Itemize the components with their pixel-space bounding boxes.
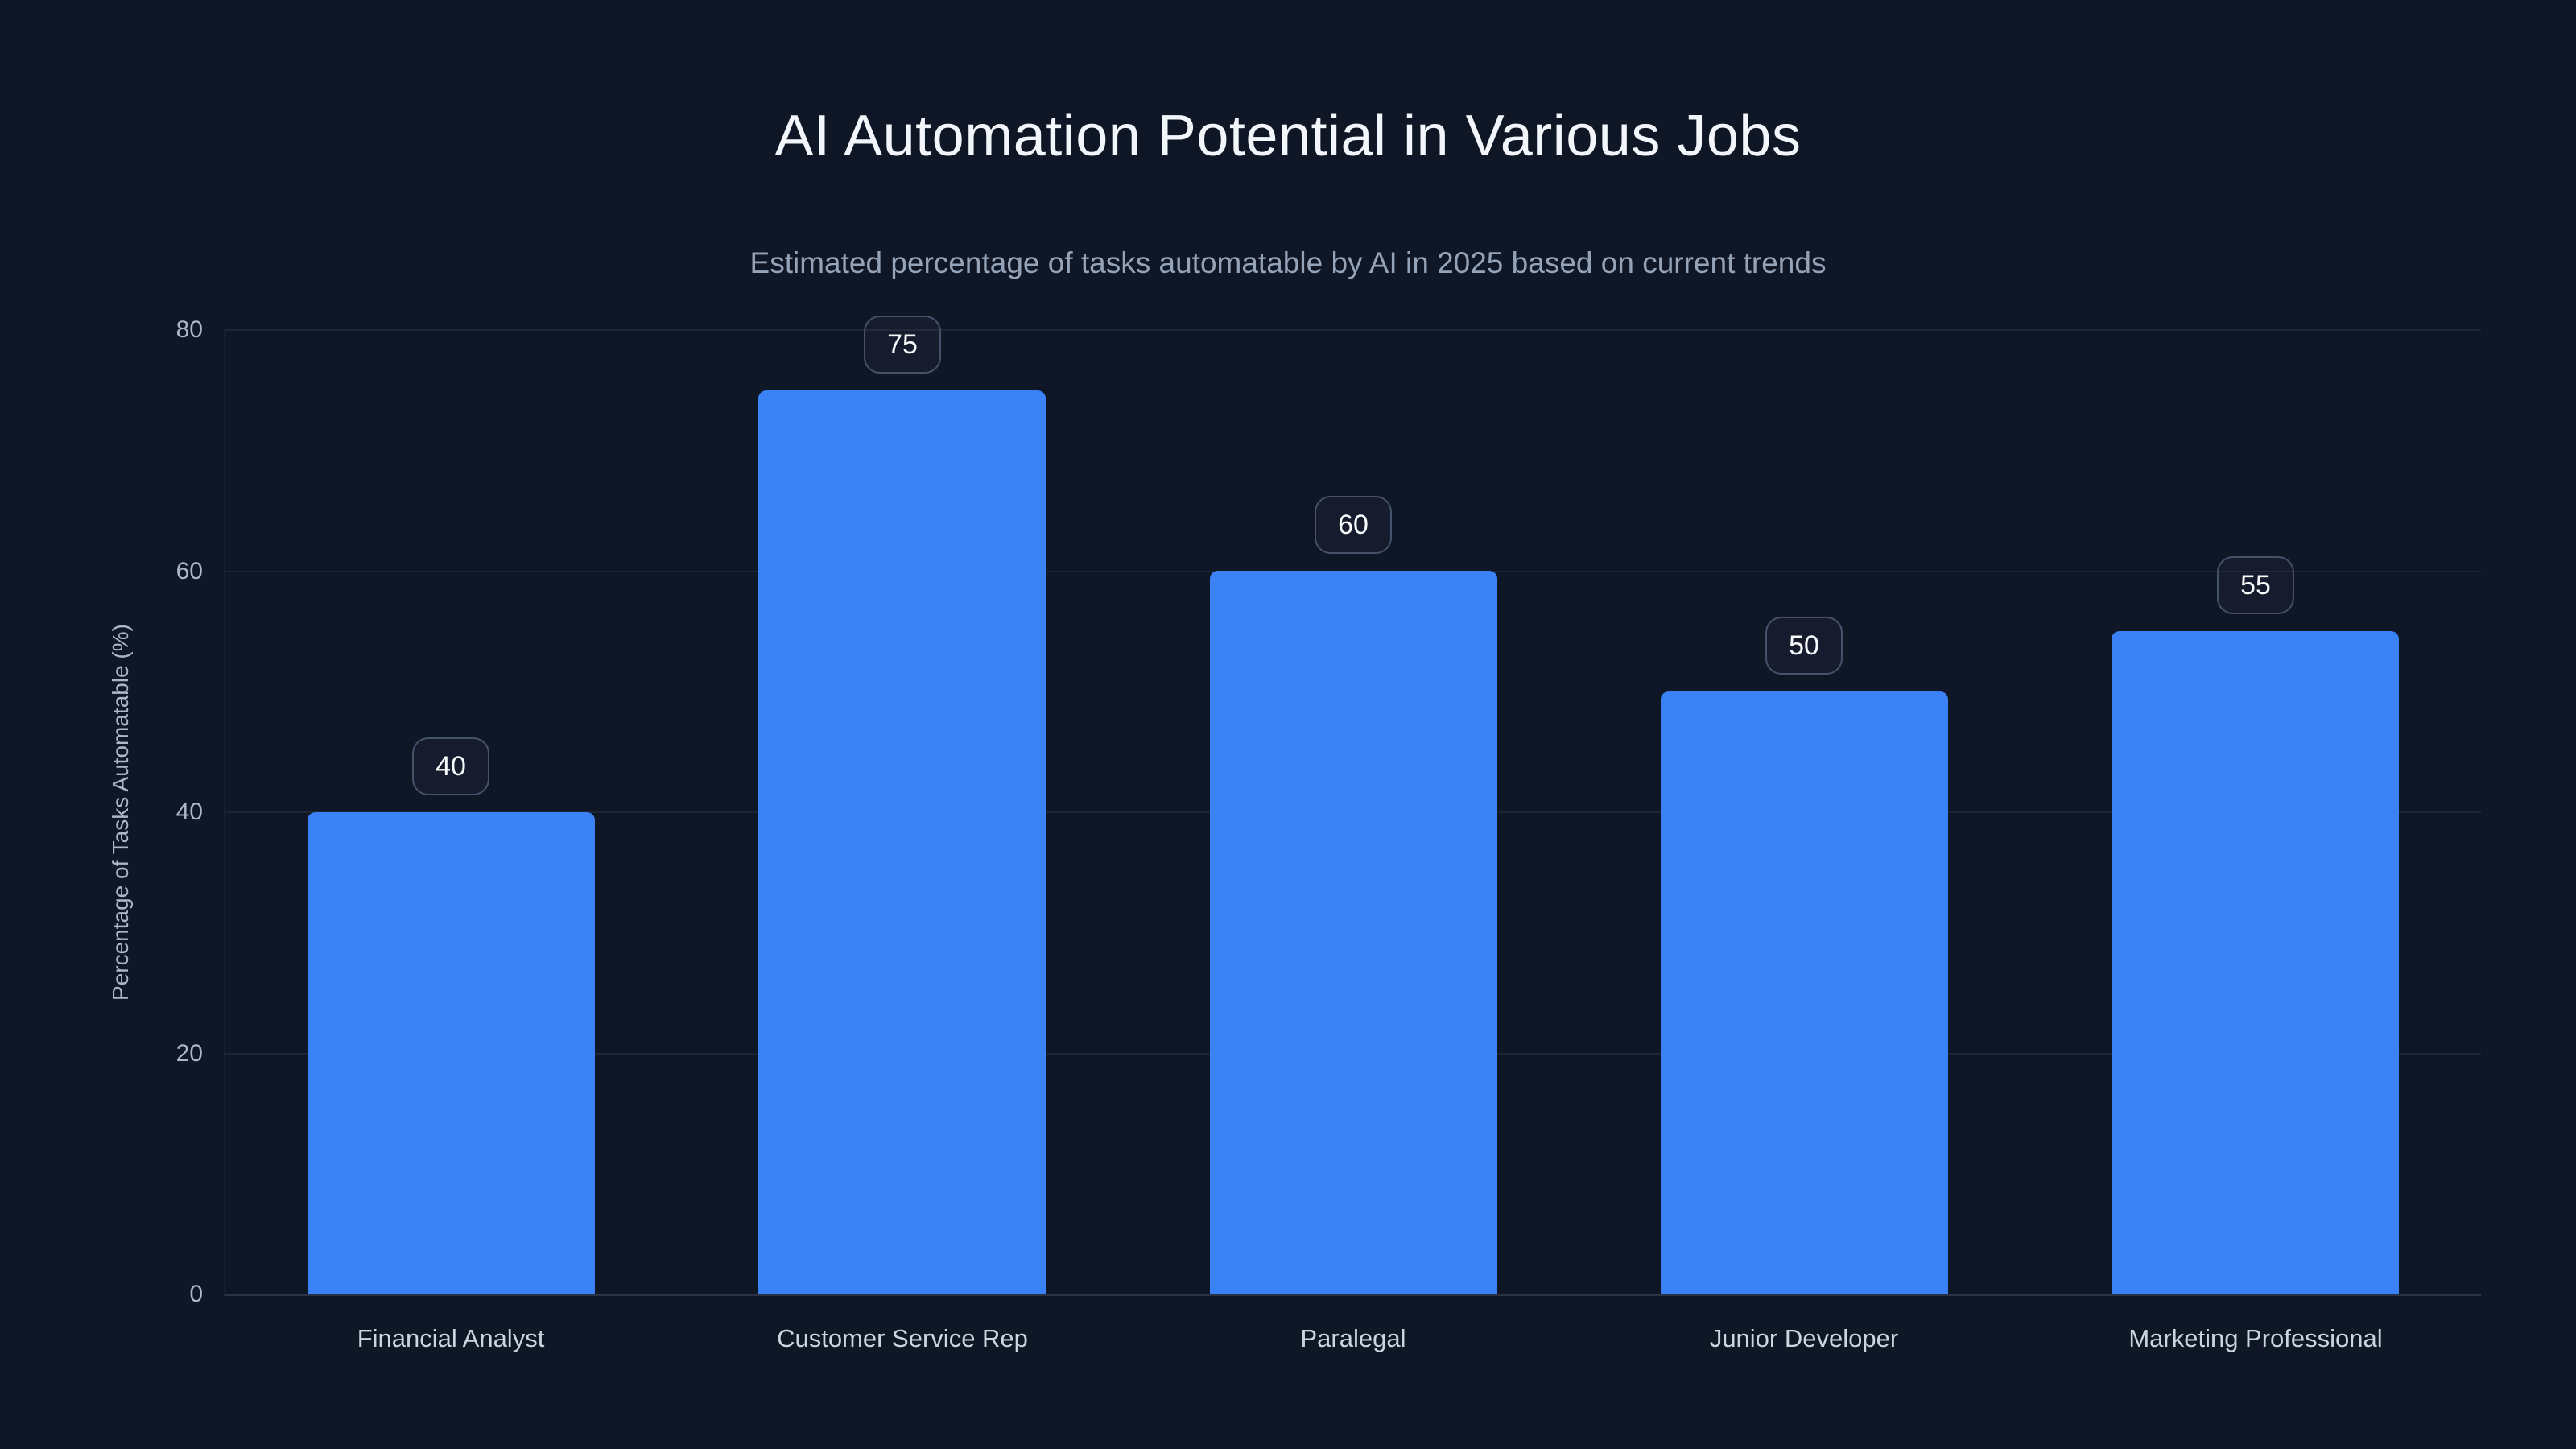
y-tick-label: 20 <box>175 1039 203 1067</box>
bar-customer-service-rep <box>758 390 1046 1294</box>
y-tick-label: 0 <box>189 1281 203 1307</box>
y-tick-label: 80 <box>175 316 203 343</box>
value-badge: 50 <box>1765 617 1843 675</box>
y-tick-label: 40 <box>175 799 203 825</box>
value-badge: 55 <box>2217 556 2294 614</box>
bar-junior-developer <box>1661 691 1948 1294</box>
gridline-y-80 <box>225 329 2481 331</box>
y-tick-label: 60 <box>175 557 203 584</box>
chart-subtitle: Estimated percentage of tasks automatabl… <box>749 246 1827 279</box>
value-badge: 60 <box>1315 496 1392 554</box>
category-label: Paralegal <box>1300 1324 1406 1352</box>
category-label: Customer Service Rep <box>777 1324 1028 1352</box>
category-label: Marketing Professional <box>2128 1324 2383 1352</box>
bar-paralegal <box>1210 571 1497 1294</box>
value-badge: 75 <box>864 316 941 374</box>
category-label: Junior Developer <box>1709 1324 1899 1352</box>
chart-title: AI Automation Potential in Various Jobs <box>774 104 1802 168</box>
category-label: Financial Analyst <box>357 1324 545 1352</box>
bar-financial-analyst <box>308 812 595 1294</box>
value-badge: 40 <box>412 737 489 795</box>
bar-marketing-professional <box>2112 631 2399 1294</box>
plot-area: 80 60 40 20 0 40 Financial Analyst 75 Customer S… <box>176 316 2481 1352</box>
